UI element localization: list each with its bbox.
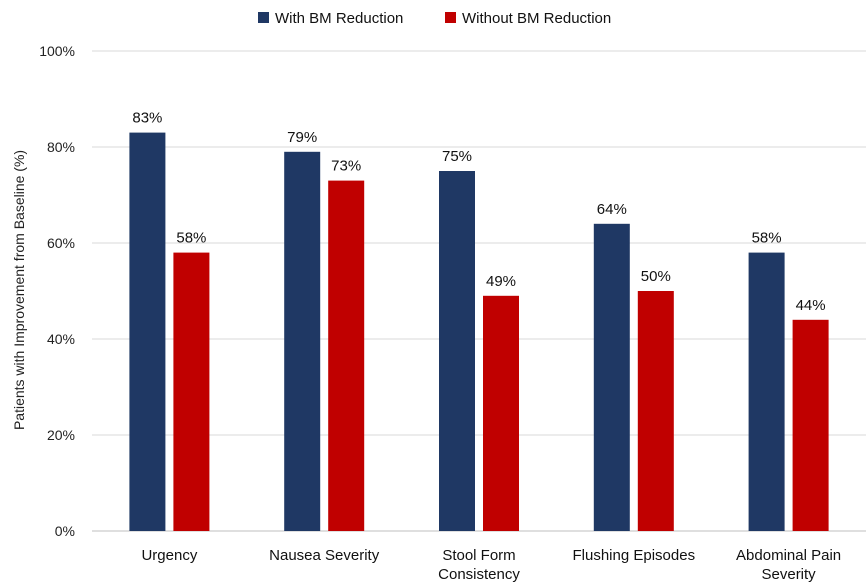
y-tick-label: 100%	[39, 43, 75, 59]
bar-without-bm-reduction	[637, 291, 674, 531]
x-category-label: Stool Form Consistency	[438, 547, 520, 583]
data-label: 50%	[641, 268, 671, 285]
bar-with-bm-reduction	[593, 223, 630, 532]
y-tick-label: 20%	[47, 427, 75, 443]
y-axis-ticks: 0% 20% 40% 60% 80% 100%	[39, 43, 75, 539]
data-labels: 83% 58% 79% 73% 75% 49% 64% 50% 58% 44%	[132, 110, 825, 314]
legend: With BM Reduction Without BM Reduction	[258, 10, 611, 27]
gridlines	[92, 50, 866, 532]
y-tick-label: 40%	[47, 331, 75, 347]
y-axis-title: Patients with Improvement from Baseline …	[11, 150, 27, 430]
data-label: 83%	[132, 110, 162, 127]
data-label: 79%	[287, 129, 317, 146]
bar-without-bm-reduction	[792, 319, 829, 531]
data-label: 49%	[486, 273, 516, 290]
bar-with-bm-reduction	[284, 151, 321, 532]
legend-swatch	[258, 12, 269, 23]
bars	[129, 132, 829, 532]
y-tick-label: 0%	[55, 523, 75, 539]
data-label: 44%	[796, 297, 826, 314]
x-category-label: Flushing Episodes	[573, 547, 696, 564]
y-tick-label: 60%	[47, 235, 75, 251]
x-category-label: Nausea Severity	[269, 547, 380, 564]
bar-without-bm-reduction	[173, 252, 210, 531]
x-category-label: Abdominal Pain Severity	[736, 547, 841, 583]
x-category-label: Urgency	[141, 547, 197, 564]
data-label: 75%	[442, 148, 472, 165]
data-label: 73%	[331, 158, 361, 175]
y-tick-label: 80%	[47, 139, 75, 155]
data-label: 58%	[176, 230, 206, 247]
legend-label: With BM Reduction	[275, 10, 403, 27]
data-label: 64%	[597, 201, 627, 218]
bar-with-bm-reduction	[439, 171, 475, 531]
legend-swatch	[445, 12, 456, 23]
x-axis-categories: Urgency Nausea Severity Stool Form Consiste…	[141, 547, 841, 583]
data-label: 58%	[752, 230, 782, 247]
legend-label: Without BM Reduction	[462, 10, 611, 27]
bar-without-bm-reduction	[483, 295, 519, 531]
bar-with-bm-reduction	[748, 252, 785, 531]
bar-with-bm-reduction	[129, 132, 166, 531]
bar-without-bm-reduction	[328, 180, 365, 531]
